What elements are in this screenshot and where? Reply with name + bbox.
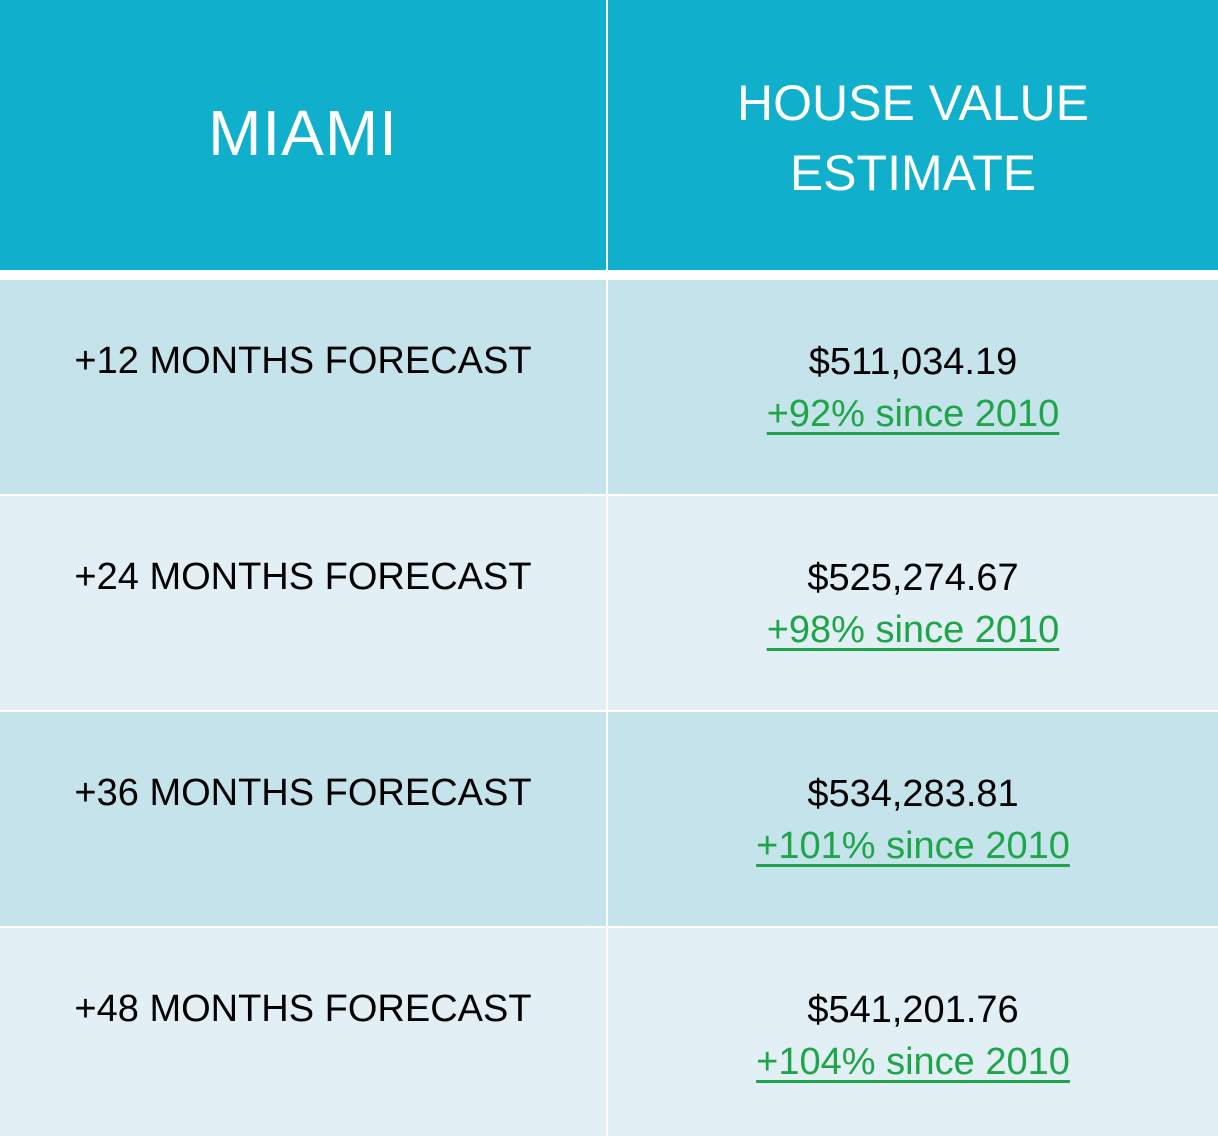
forecast-period-label: +24 MONTHS FORECAST: [74, 556, 532, 598]
forecast-period-cell: +48 MONTHS FORECAST: [0, 928, 606, 1136]
forecast-period-cell: +12 MONTHS FORECAST: [0, 280, 606, 494]
table-row: +48 MONTHS FORECAST $541,201.76 +104% si…: [0, 928, 1218, 1136]
value-title-line1: HOUSE VALUE: [737, 75, 1089, 131]
change-since-2010-link[interactable]: +98% since 2010: [766, 609, 1060, 651]
estimate-cell: $534,283.81 +101% since 2010: [608, 712, 1218, 926]
change-since-2010-link[interactable]: +104% since 2010: [756, 1041, 1070, 1083]
estimate-cell: $541,201.76 +104% since 2010: [608, 928, 1218, 1136]
estimate-value: $541,201.76: [807, 989, 1019, 1031]
estimate-value: $534,283.81: [807, 773, 1019, 815]
table-row: +36 MONTHS FORECAST $534,283.81 +101% si…: [0, 712, 1218, 926]
city-header: MIAMI: [0, 0, 606, 270]
forecast-period-cell: +24 MONTHS FORECAST: [0, 496, 606, 710]
estimate-cell: $511,034.19 +92% since 2010: [608, 280, 1218, 494]
forecast-period-label: +36 MONTHS FORECAST: [74, 772, 532, 814]
change-since-2010-link[interactable]: +101% since 2010: [756, 825, 1070, 867]
estimate-value: $511,034.19: [808, 341, 1018, 383]
table-row: +12 MONTHS FORECAST $511,034.19 +92% sin…: [0, 280, 1218, 494]
estimate-value: $525,274.67: [807, 557, 1019, 599]
value-estimate-header: HOUSE VALUE ESTIMATE: [608, 0, 1218, 270]
value-title-line2: ESTIMATE: [789, 145, 1037, 201]
forecast-period-cell: +36 MONTHS FORECAST: [0, 712, 606, 926]
city-title: MIAMI: [208, 97, 398, 169]
table-body: +12 MONTHS FORECAST $511,034.19 +92% sin…: [0, 280, 1218, 1136]
forecast-period-label: +12 MONTHS FORECAST: [74, 340, 532, 382]
estimate-cell: $525,274.67 +98% since 2010: [608, 496, 1218, 710]
table-header: MIAMI HOUSE VALUE ESTIMATE: [0, 0, 1218, 270]
change-since-2010-link[interactable]: +92% since 2010: [766, 393, 1060, 435]
forecast-period-label: +48 MONTHS FORECAST: [74, 988, 532, 1030]
table-row: +24 MONTHS FORECAST $525,274.67 +98% sin…: [0, 496, 1218, 710]
